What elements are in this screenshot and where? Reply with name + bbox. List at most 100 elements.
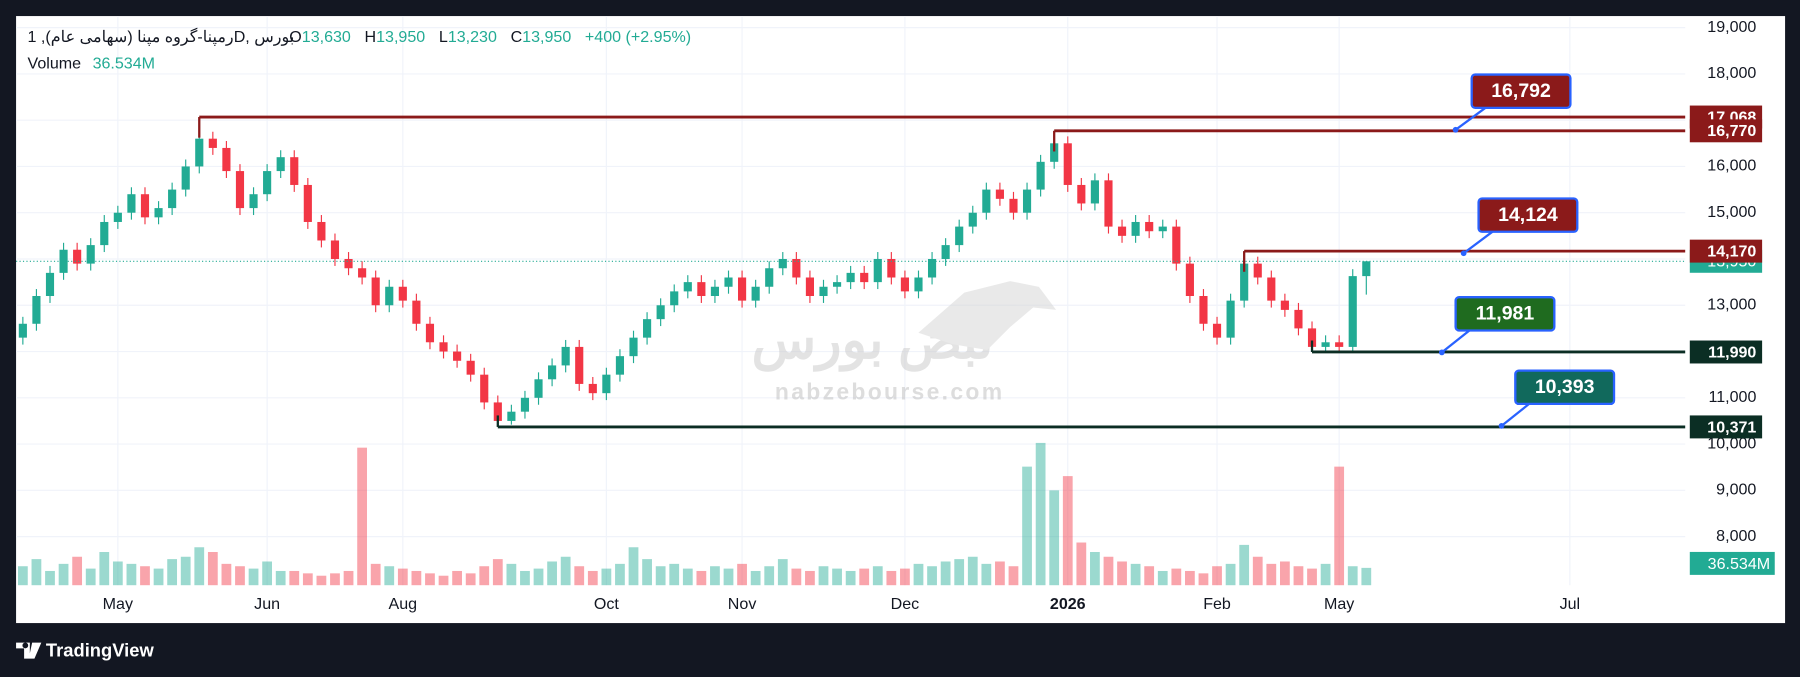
y-tick-label: 13,000: [1707, 296, 1756, 314]
candle-body: [1185, 263, 1194, 297]
volume-bar: [330, 573, 340, 586]
candle-body: [303, 184, 312, 222]
volume-bar: [1008, 566, 1019, 586]
x-tick-label: 2026: [1050, 595, 1086, 613]
candle-body: [656, 305, 665, 320]
candle-body: [493, 402, 502, 421]
candle-body: [548, 365, 557, 380]
candle-body: [778, 258, 787, 269]
volume-bar: [1293, 566, 1304, 586]
candle-body: [276, 157, 285, 172]
volume-bar: [343, 570, 354, 586]
volume-bar: [1090, 552, 1100, 586]
candle-body: [1226, 300, 1235, 338]
watermark-site: nabzebourse.com: [775, 379, 1005, 405]
volume-bar: [859, 568, 870, 586]
x-tick-label: Dec: [891, 595, 920, 613]
candle-body: [208, 138, 217, 148]
candle-body: [805, 277, 814, 297]
volume-box: [1689, 551, 1775, 575]
callout-tip: [1460, 250, 1467, 257]
volume-axis-label: 36.534M: [1708, 555, 1770, 573]
volume-bar: [370, 563, 381, 586]
watermark-bull: [918, 281, 1057, 350]
candle-body: [330, 240, 340, 259]
volume-bar: [995, 561, 1005, 586]
volume-bar: [723, 568, 734, 586]
volume-bar: [940, 561, 951, 586]
y-tick-label: 11,000: [1708, 388, 1756, 406]
candle-body: [222, 147, 231, 172]
volume-bar: [506, 563, 517, 586]
brand: TradingView: [46, 640, 155, 661]
candle-body: [643, 319, 652, 338]
volume-bar: [601, 568, 612, 586]
x-tick-label: Jul: [1560, 595, 1581, 613]
volume-bar: [574, 566, 585, 586]
l-key: L: [439, 28, 448, 46]
candle-body: [1104, 180, 1113, 227]
candle-body: [86, 245, 95, 264]
x-tick-label: Oct: [594, 595, 620, 613]
volume-bar: [235, 566, 245, 586]
volume-bar: [737, 563, 747, 586]
candle-body: [751, 286, 760, 301]
volume-bar: [72, 556, 83, 586]
candle-body: [914, 277, 923, 292]
candle-body: [1145, 221, 1154, 232]
volume-bar: [262, 561, 273, 586]
callout-label: 14,124: [1498, 204, 1558, 226]
candle-body: [412, 300, 421, 324]
x-tick-label: Nov: [728, 595, 757, 613]
volume-bar: [764, 566, 775, 586]
h-value: 13,950: [376, 28, 425, 46]
candle-body: [1022, 189, 1032, 213]
volume-bar: [872, 566, 883, 586]
volume-bar: [438, 575, 449, 586]
callout-box: [1477, 197, 1579, 233]
candle-body: [683, 282, 692, 292]
level-label: 16,770: [1707, 122, 1756, 140]
footer: TradingView: [16, 640, 154, 661]
candle-body: [344, 258, 353, 269]
candle-body: [873, 258, 882, 283]
volume-value: 36.534M: [93, 55, 155, 73]
volume-bar: [17, 566, 28, 586]
candle-body: [18, 323, 27, 338]
volume-title: Volume: [28, 55, 82, 73]
volume-bar: [845, 570, 856, 586]
volume-bar: [384, 566, 395, 586]
volume-bar: [492, 559, 503, 586]
volume-bar: [913, 563, 924, 586]
candle-body: [73, 249, 82, 264]
volume-bar: [791, 568, 802, 586]
candle-body: [955, 226, 964, 246]
volume-bar: [207, 552, 218, 586]
volume-bar: [1171, 568, 1182, 586]
o-value: 13,630: [302, 28, 351, 46]
candle-body: [1335, 342, 1344, 347]
volume-bar: [99, 552, 110, 586]
candle-body: [100, 221, 109, 246]
volume-bar: [818, 566, 829, 586]
candle-body: [710, 286, 720, 297]
volume-bar: [520, 570, 530, 586]
volume-bar: [1361, 567, 1372, 586]
volume-bar: [1157, 570, 1168, 586]
x-tick-label: May: [1324, 595, 1354, 613]
callout-pointer: [1441, 329, 1471, 354]
h-key: H: [365, 28, 377, 46]
candle-body: [235, 171, 245, 209]
candle-body: [846, 272, 855, 283]
volume-bar: [1035, 442, 1046, 586]
candle-body: [927, 258, 937, 278]
y-tick-label: 10,000: [1707, 434, 1756, 452]
x-tick-label: Jun: [254, 595, 280, 613]
callout-box: [1454, 296, 1556, 332]
volume-bar: [397, 568, 408, 586]
level-box: [1689, 340, 1763, 364]
volume-bar: [1062, 476, 1073, 586]
volume-bar: [1334, 466, 1345, 586]
